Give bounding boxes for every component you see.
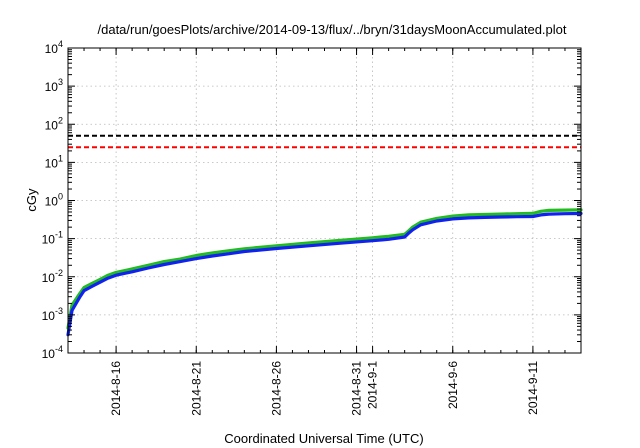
y-axis: 10-4 10-3 10-2 10-1 100 101 102 103 104 (42, 39, 581, 361)
y-tick-label: 10-2 (42, 268, 63, 285)
x-tick-label: 2014-9-11 (526, 361, 540, 415)
y-axis-label: cGy (24, 188, 39, 212)
y-tick-label: 104 (45, 39, 63, 56)
chart-title: /data/run/goesPlots/archive/2014-09-13/f… (98, 22, 567, 37)
x-tick-label: 2014-9-1 (366, 361, 380, 409)
x-axis-label: Coordinated Universal Time (UTC) (224, 431, 423, 446)
y-tick-label: 10-4 (42, 344, 63, 361)
x-tick-label: 2014-8-21 (189, 361, 203, 416)
grid (68, 48, 581, 353)
series-line (66, 208, 583, 330)
reference-lines (68, 134, 581, 149)
x-tick-label: 2014-8-26 (269, 361, 283, 416)
x-tick-label: 2014-8-16 (109, 361, 123, 416)
y-tick-label: 10-1 (42, 230, 63, 247)
y-tick-label: 101 (45, 153, 63, 170)
y-tick-label: 103 (45, 77, 63, 94)
x-tick-label: 2014-8-31 (350, 361, 364, 416)
series-lines (66, 208, 583, 337)
x-axis: 2014-8-16 2014-8-21 2014-8-26 2014-8-31 2014… (67, 48, 582, 416)
series-line (66, 211, 583, 337)
y-tick-label: 100 (45, 192, 63, 209)
x-tick-label: 2014-9-6 (446, 361, 460, 409)
y-tick-label: 102 (45, 115, 63, 132)
y-tick-label: 10-3 (42, 306, 63, 323)
